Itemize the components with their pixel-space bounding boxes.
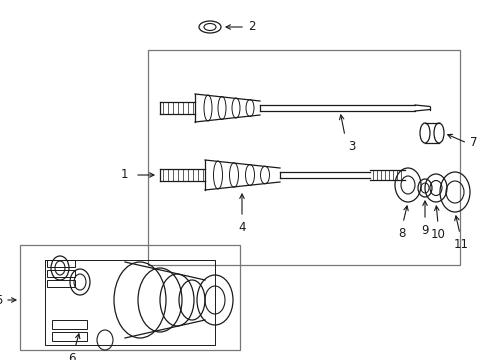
Bar bbox=[47, 260, 75, 267]
Text: 6: 6 bbox=[68, 352, 76, 360]
Text: 1: 1 bbox=[120, 168, 128, 181]
Bar bbox=[148, 50, 459, 265]
Bar bbox=[20, 245, 240, 350]
Text: 7: 7 bbox=[469, 136, 476, 149]
Text: 10: 10 bbox=[429, 228, 445, 241]
Text: 9: 9 bbox=[420, 224, 428, 237]
Text: 2: 2 bbox=[247, 21, 255, 33]
Bar bbox=[47, 280, 75, 287]
Bar bbox=[47, 270, 75, 277]
Text: 8: 8 bbox=[398, 227, 405, 240]
Bar bbox=[52, 332, 87, 341]
Text: 5: 5 bbox=[0, 293, 2, 306]
Bar bbox=[52, 320, 87, 329]
Text: 3: 3 bbox=[347, 140, 355, 153]
Text: 11: 11 bbox=[452, 238, 468, 251]
Text: 4: 4 bbox=[238, 221, 245, 234]
